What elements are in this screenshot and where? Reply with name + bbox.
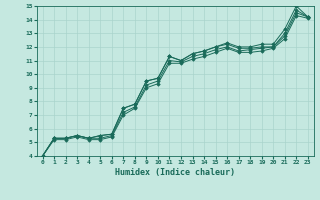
X-axis label: Humidex (Indice chaleur): Humidex (Indice chaleur) — [115, 168, 235, 177]
